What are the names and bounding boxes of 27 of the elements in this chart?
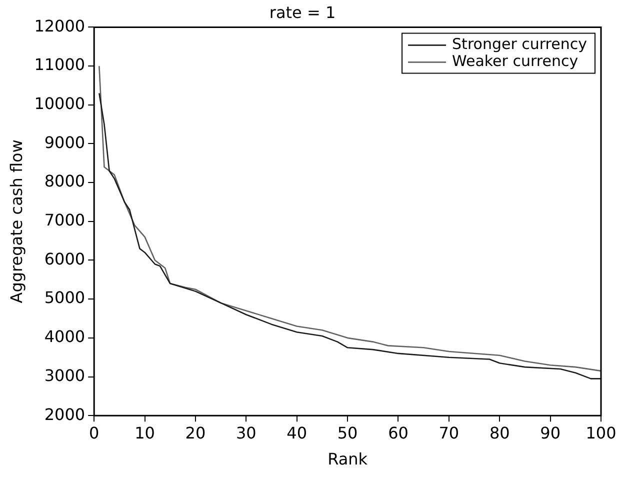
x-tick-label: 90 bbox=[540, 423, 560, 442]
x-tick-label: 50 bbox=[337, 423, 358, 442]
y-tick-label: 10000 bbox=[34, 94, 86, 114]
y-axis-title: Aggregate cash flow bbox=[6, 140, 26, 304]
y-tick-label: 5000 bbox=[44, 288, 86, 308]
x-axis-title: Rank bbox=[328, 450, 368, 469]
legend-label: Weaker currency bbox=[452, 52, 578, 70]
y-tick-label: 6000 bbox=[44, 249, 86, 268]
y-tick-label: 12000 bbox=[34, 16, 86, 36]
x-tick-label: 30 bbox=[236, 423, 256, 442]
chart-title: rate = 1 bbox=[269, 2, 336, 22]
x-tick-label: 40 bbox=[286, 423, 308, 442]
x-tick-label: 10 bbox=[134, 423, 155, 442]
y-tick-label: 3000 bbox=[44, 366, 86, 385]
x-tick-label: 70 bbox=[438, 423, 460, 442]
x-tick-label: 80 bbox=[489, 423, 510, 442]
y-tick-label: 4000 bbox=[44, 327, 86, 346]
x-tick-label: 60 bbox=[388, 423, 408, 442]
x-tick-label: 20 bbox=[185, 423, 206, 442]
y-tick-label: 2000 bbox=[44, 404, 86, 424]
x-tick-label: 0 bbox=[89, 423, 100, 442]
y-tick-label: 11000 bbox=[34, 55, 86, 74]
x-tick-label: 100 bbox=[586, 423, 616, 442]
legend-label: Stronger currency bbox=[452, 35, 588, 54]
y-tick-label: 8000 bbox=[44, 172, 86, 191]
y-tick-label: 9000 bbox=[44, 132, 86, 152]
y-tick-label: 7000 bbox=[44, 210, 86, 230]
